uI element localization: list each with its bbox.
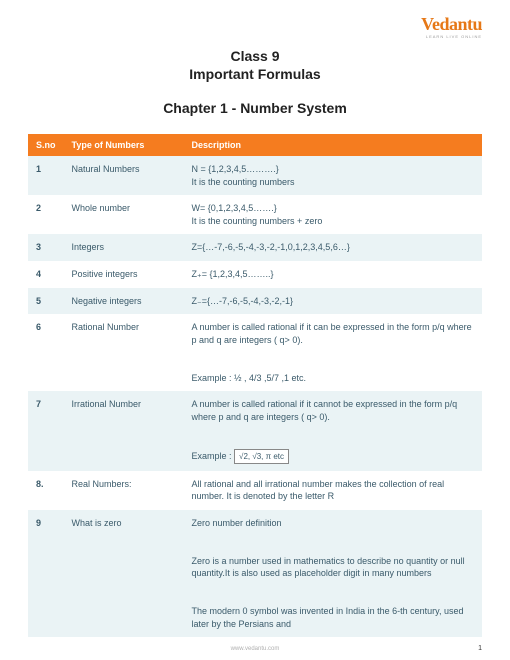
cell-sno: 3 [28,234,64,261]
formulas-title: Important Formulas [28,66,482,82]
table-header-row: S.no Type of Numbers Description [28,134,482,156]
table-row: 6 Rational Number A number is called rat… [28,314,482,391]
table-row: 9 What is zero Zero number definitionZer… [28,510,482,637]
footer-site: www.vedantu.com [0,646,510,652]
cell-type: Real Numbers: [64,471,184,510]
cell-desc: W= {0,1,2,3,4,5…….}It is the counting nu… [184,195,483,234]
chapter-title: Chapter 1 - Number System [28,100,482,116]
cell-sno: 8. [28,471,64,510]
cell-type: What is zero [64,510,184,637]
cell-sno: 2 [28,195,64,234]
desc-text: A number is called rational if it cannot… [192,399,458,460]
table-row: 3 Integers Z={…-7,-6,-5,-4,-3,-2,-1,0,1,… [28,234,482,261]
table-row: 7 Irrational Number A number is called r… [28,391,482,471]
cell-desc: Z={…-7,-6,-5,-4,-3,-2,-1,0,1,2,3,4,5,6…} [184,234,483,261]
cell-desc: All rational and all irrational number m… [184,471,483,510]
cell-desc: N = {1,2,3,4,5……….}It is the counting nu… [184,156,483,195]
cell-sno: 4 [28,261,64,288]
table-row: 1 Natural Numbers N = {1,2,3,4,5……….}It … [28,156,482,195]
cell-sno: 5 [28,288,64,315]
page-number: 1 [478,645,482,652]
header-sno: S.no [28,134,64,156]
cell-type: Rational Number [64,314,184,391]
table-body: 1 Natural Numbers N = {1,2,3,4,5……….}It … [28,156,482,637]
cell-desc: Zero number definitionZero is a number u… [184,510,483,637]
brand-tagline: LEARN LIVE ONLINE [426,34,482,39]
cell-type: Irrational Number [64,391,184,471]
cell-sno: 1 [28,156,64,195]
header-type: Type of Numbers [64,134,184,156]
cell-desc: Z₋={…-7,-6,-5,-4,-3,-2,-1} [184,288,483,315]
table-row: 5 Negative integers Z₋={…-7,-6,-5,-4,-3,… [28,288,482,315]
cell-sno: 9 [28,510,64,637]
cell-sno: 7 [28,391,64,471]
cell-type: Negative integers [64,288,184,315]
document-heading: Class 9 Important Formulas Chapter 1 - N… [28,48,482,116]
brand-logo: Vedantu [421,14,482,35]
class-title: Class 9 [28,48,482,64]
table-row: 8. Real Numbers: All rational and all ir… [28,471,482,510]
cell-desc: A number is called rational if it can be… [184,314,483,391]
cell-type: Whole number [64,195,184,234]
table-row: 2 Whole number W= {0,1,2,3,4,5…….}It is … [28,195,482,234]
cell-type: Integers [64,234,184,261]
math-example: √2, √3, π etc [234,449,289,464]
header-desc: Description [184,134,483,156]
formulas-table: S.no Type of Numbers Description 1 Natur… [28,134,482,637]
table-row: 4 Positive integers Z₊= {1,2,3,4,5……..} [28,261,482,288]
cell-desc: Z₊= {1,2,3,4,5……..} [184,261,483,288]
document-page: Vedantu LEARN LIVE ONLINE Class 9 Import… [0,0,510,660]
cell-type: Positive integers [64,261,184,288]
cell-desc: A number is called rational if it cannot… [184,391,483,471]
cell-type: Natural Numbers [64,156,184,195]
cell-sno: 6 [28,314,64,391]
